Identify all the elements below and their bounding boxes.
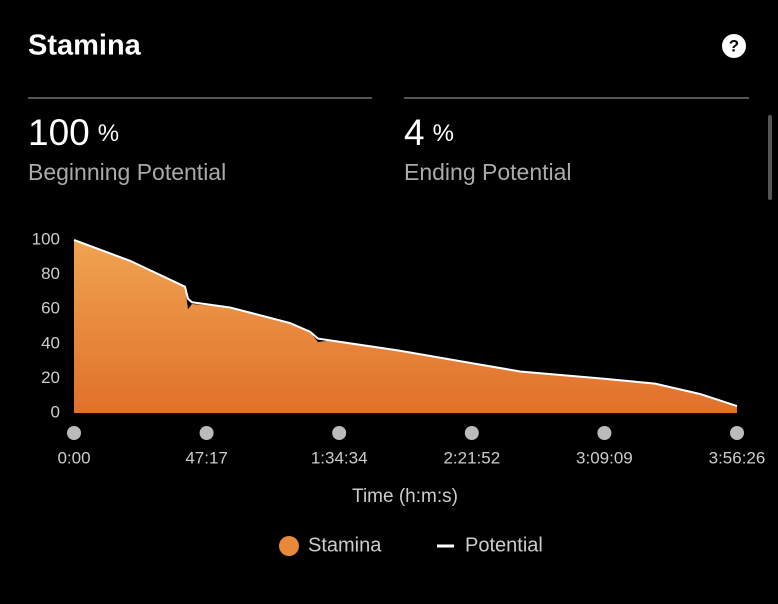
title: Stamina <box>28 30 142 62</box>
stat-value: 100% <box>28 112 119 153</box>
x-tick-label: 2:21:52 <box>443 448 500 467</box>
stat-label: Ending Potential <box>404 159 572 185</box>
x-tick-dot <box>730 426 744 440</box>
help-icon[interactable]: ? <box>729 36 739 55</box>
scrollbar <box>768 115 772 200</box>
x-axis-title: Time (h:m:s) <box>352 486 458 507</box>
x-tick-label: 0:00 <box>57 448 90 467</box>
y-tick-label: 0 <box>51 402 60 421</box>
x-tick-dot <box>67 426 81 440</box>
x-tick-dot <box>332 426 347 440</box>
y-tick-label: 40 <box>41 333 60 352</box>
y-tick-label: 100 <box>32 229 60 248</box>
help-button[interactable] <box>722 34 746 58</box>
y-tick-label: 60 <box>41 299 60 318</box>
x-tick-dot <box>199 426 214 440</box>
x-tick-label: 47:17 <box>185 448 228 467</box>
x-tick-dot <box>597 426 612 440</box>
potential-line <box>73 239 738 408</box>
x-tick-label: 3:56:26 <box>709 448 766 467</box>
legend-label: Potential <box>465 534 543 556</box>
y-tick-label: 20 <box>41 368 60 387</box>
x-tick-label: 1:34:34 <box>311 448 368 467</box>
stat-label: Beginning Potential <box>28 159 226 185</box>
x-tick-label: 3:09:09 <box>576 448 633 467</box>
stamina-area <box>74 240 737 413</box>
x-tick-dot <box>464 426 479 440</box>
legend-label: Stamina <box>308 534 382 556</box>
stat-value: 4% <box>404 112 454 153</box>
legend-swatch <box>279 536 299 556</box>
y-tick-label: 80 <box>41 264 60 283</box>
